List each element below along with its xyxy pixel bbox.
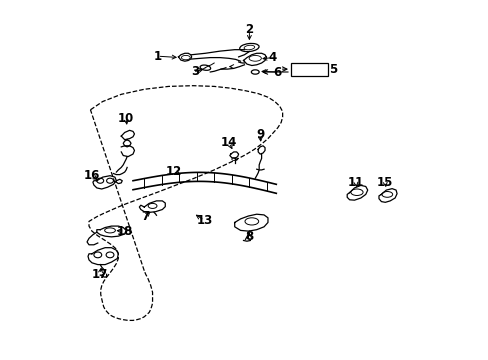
Text: 15: 15 (376, 176, 393, 189)
Text: 13: 13 (196, 214, 212, 227)
Text: 9: 9 (256, 128, 264, 141)
Text: 10: 10 (118, 112, 134, 125)
Text: 18: 18 (116, 225, 133, 238)
Text: 14: 14 (220, 136, 237, 149)
Text: 11: 11 (347, 176, 364, 189)
Text: 1: 1 (153, 50, 161, 63)
Text: 12: 12 (165, 165, 182, 178)
Text: 2: 2 (245, 23, 253, 36)
Text: 6: 6 (273, 66, 281, 78)
Text: 5: 5 (329, 63, 337, 76)
Text: 17: 17 (92, 268, 108, 281)
Text: 4: 4 (268, 51, 276, 64)
Text: 8: 8 (245, 230, 253, 243)
Text: 16: 16 (83, 169, 100, 182)
Text: 3: 3 (191, 65, 199, 78)
Bar (290, 63, 327, 76)
Text: 7: 7 (142, 210, 149, 222)
